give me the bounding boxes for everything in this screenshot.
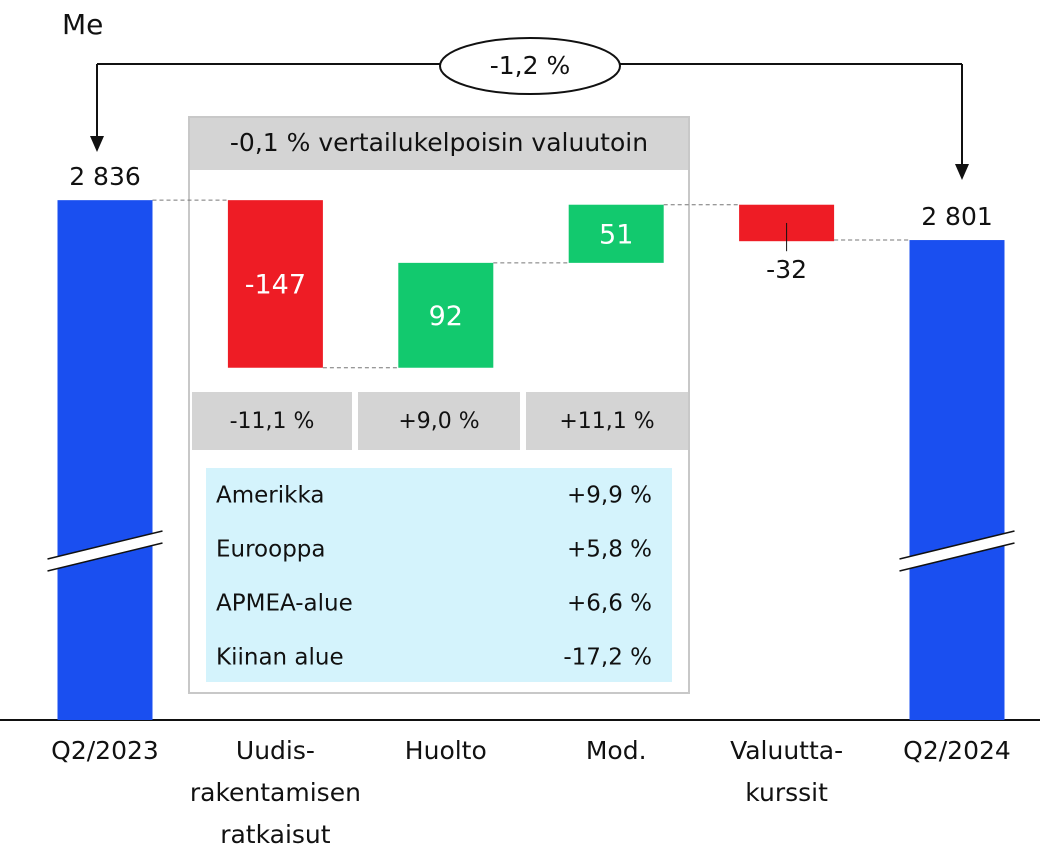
value-label: -147 <box>245 269 306 300</box>
total-change: -1,2 % <box>490 51 570 80</box>
x-tick-label: Uudis-rakentamisen ratkaisut <box>190 736 361 849</box>
delta-bar <box>568 204 664 263</box>
total-bar <box>909 240 1005 720</box>
axis-break-gap <box>47 531 163 571</box>
total-bar <box>57 200 153 720</box>
delta-bar <box>227 200 323 368</box>
segment-cell <box>526 392 688 450</box>
segment-cell <box>358 392 520 450</box>
value-label: 2 801 <box>921 202 993 231</box>
x-tick-label: Mod. <box>586 736 647 765</box>
comparable-title: -0,1 % vertailukelpoisin valuutoin <box>230 128 648 157</box>
change-arrow <box>96 64 963 168</box>
segment-change: +9,0 % <box>398 409 479 434</box>
x-tick-label: Huolto <box>405 736 487 765</box>
axis-break <box>47 530 163 572</box>
x-tick-label: Q2/2023 <box>51 736 159 765</box>
region-change: +5,8 % <box>567 537 652 563</box>
segment-change: -11,1 % <box>230 409 315 434</box>
region-name: Eurooppa <box>216 537 326 563</box>
region-name: Amerikka <box>216 483 324 509</box>
x-tick-label: Q2/2024 <box>903 736 1011 765</box>
value-label: -32 <box>766 255 807 284</box>
region-name: Kiinan alue <box>216 645 344 671</box>
axis-break-gap <box>899 531 1015 571</box>
regions-panel <box>206 468 672 682</box>
segment-cell <box>192 392 352 450</box>
region-change: +9,9 % <box>567 483 652 509</box>
segment-change: +11,1 % <box>559 409 654 434</box>
delta-bar <box>398 262 494 368</box>
value-label: 51 <box>599 219 633 250</box>
change-ellipse <box>439 37 621 95</box>
axis-break <box>899 530 1015 572</box>
region-change: -17,2 % <box>563 645 652 671</box>
value-label: 2 836 <box>69 162 141 191</box>
value-label: 92 <box>429 301 463 332</box>
unit-label: Me <box>62 8 103 41</box>
region-change: +6,6 % <box>567 591 652 617</box>
x-tick-label: Valuutta-kurssit <box>730 736 843 807</box>
region-name: APMEA-alue <box>216 591 353 617</box>
comparable-header <box>190 118 688 170</box>
